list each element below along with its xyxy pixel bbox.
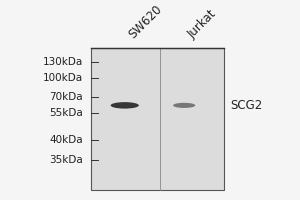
- Text: 130kDa: 130kDa: [43, 57, 83, 67]
- Text: Jurkat: Jurkat: [186, 8, 219, 41]
- Ellipse shape: [111, 102, 139, 109]
- FancyBboxPatch shape: [91, 48, 224, 190]
- Text: 55kDa: 55kDa: [50, 108, 83, 118]
- Text: SW620: SW620: [126, 3, 165, 41]
- Text: 70kDa: 70kDa: [50, 92, 83, 102]
- Text: 100kDa: 100kDa: [43, 73, 83, 83]
- Ellipse shape: [173, 103, 195, 108]
- Text: 40kDa: 40kDa: [50, 135, 83, 145]
- Text: SCG2: SCG2: [230, 99, 262, 112]
- Text: 35kDa: 35kDa: [50, 155, 83, 165]
